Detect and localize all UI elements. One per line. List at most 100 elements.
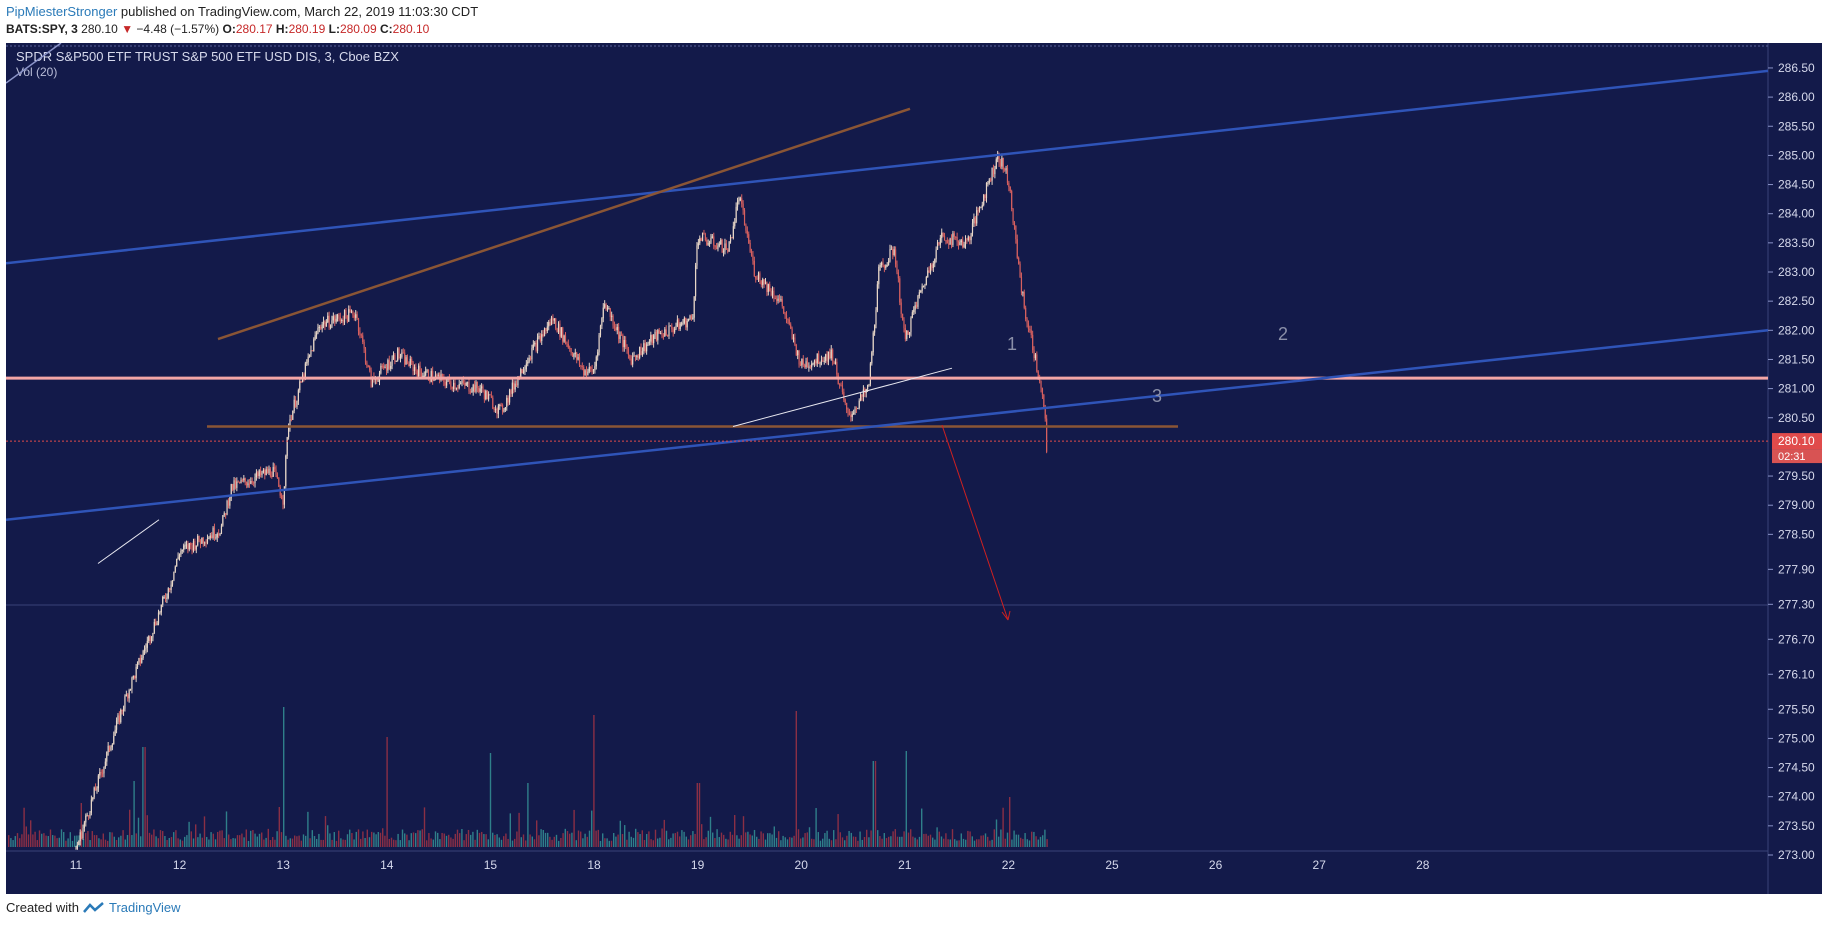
volume-bar bbox=[45, 835, 47, 847]
candle-body bbox=[432, 371, 434, 381]
candle-body bbox=[143, 649, 146, 651]
volume-bar bbox=[1011, 839, 1013, 847]
volume-bar bbox=[131, 835, 133, 847]
candle-body bbox=[254, 477, 256, 484]
candle-body bbox=[620, 334, 623, 336]
candle-body bbox=[920, 290, 922, 293]
volume-bar bbox=[602, 833, 604, 847]
volume-bar bbox=[1024, 833, 1026, 847]
time-axis-background bbox=[6, 851, 1768, 894]
candle-body bbox=[746, 230, 748, 235]
volume-bar bbox=[921, 808, 923, 847]
high-value: 280.19 bbox=[288, 22, 326, 36]
volume-bar bbox=[368, 837, 371, 847]
candle-body bbox=[164, 596, 167, 600]
volume-bar bbox=[261, 832, 263, 847]
candle-body bbox=[707, 243, 709, 245]
candle-body bbox=[797, 350, 799, 356]
volume-bar bbox=[569, 833, 571, 847]
down-arrow-icon: ▼ bbox=[121, 22, 134, 36]
candle-body bbox=[942, 232, 944, 236]
volume-bar bbox=[723, 834, 725, 847]
candle-body bbox=[122, 708, 125, 712]
volume-bar bbox=[465, 834, 467, 847]
candle-body bbox=[195, 545, 197, 550]
volume-bar bbox=[714, 838, 716, 847]
candle-body bbox=[629, 355, 631, 359]
volume-bar bbox=[582, 838, 584, 847]
volume-bar bbox=[881, 838, 883, 847]
candle-body bbox=[703, 232, 705, 235]
candle-body bbox=[113, 735, 115, 745]
time-tick-label: 20 bbox=[795, 858, 809, 872]
volume-bar bbox=[100, 839, 102, 847]
volume-bar bbox=[681, 830, 683, 847]
candle-body bbox=[522, 370, 525, 374]
author-link[interactable]: PipMiesterStronger bbox=[6, 4, 118, 19]
volume-bar bbox=[67, 838, 69, 847]
tradingview-link[interactable]: TradingView bbox=[108, 900, 181, 915]
volume-bar bbox=[179, 839, 181, 847]
volume-bar bbox=[60, 829, 63, 847]
chart-area[interactable]: SPDR S&P500 ETF TRUST S&P 500 ETF USD DI… bbox=[5, 42, 1822, 894]
candle-body bbox=[317, 327, 319, 334]
candle-body bbox=[776, 298, 778, 301]
countdown-badge bbox=[1772, 449, 1822, 464]
candle-body bbox=[669, 325, 672, 327]
candle-body bbox=[194, 540, 196, 550]
volume-bar bbox=[613, 832, 615, 847]
candle-body bbox=[395, 360, 397, 362]
candle-body bbox=[299, 381, 301, 391]
candle-body bbox=[415, 367, 417, 371]
volume-bar bbox=[496, 834, 498, 847]
candle-body bbox=[108, 745, 111, 751]
candle-body bbox=[383, 365, 385, 369]
candle-body bbox=[78, 841, 80, 845]
volume-bar bbox=[470, 834, 472, 847]
volume-bar bbox=[85, 833, 87, 847]
volume-bar bbox=[296, 836, 298, 847]
candle-body bbox=[795, 344, 797, 356]
candle-body bbox=[478, 387, 480, 392]
volume-bar bbox=[355, 831, 357, 847]
candle-body bbox=[739, 198, 741, 201]
candle-body bbox=[283, 486, 285, 505]
volume-bar bbox=[366, 829, 368, 847]
volume-bar bbox=[753, 829, 756, 847]
candle-body bbox=[111, 744, 113, 748]
close-label: C: bbox=[379, 22, 393, 36]
volume-bar bbox=[307, 811, 309, 847]
candle-body bbox=[987, 182, 989, 184]
candle-body bbox=[762, 279, 764, 286]
volume-bar bbox=[549, 836, 551, 847]
candle-body bbox=[742, 203, 744, 211]
volume-bar bbox=[954, 839, 956, 847]
volume-bar bbox=[516, 831, 518, 847]
volume-bar bbox=[151, 834, 153, 847]
candle-body bbox=[191, 545, 193, 551]
volume-bar bbox=[729, 831, 731, 847]
candle-body bbox=[92, 797, 94, 800]
candle-body bbox=[387, 360, 389, 371]
volume-bar bbox=[327, 825, 329, 847]
volume-bar bbox=[52, 835, 54, 847]
candle-body bbox=[706, 240, 708, 245]
volume-bar bbox=[780, 840, 782, 847]
volume-bar bbox=[153, 829, 155, 847]
volume-bar bbox=[599, 840, 602, 847]
candle-body bbox=[532, 344, 534, 349]
candle-body bbox=[634, 355, 637, 358]
candle-body bbox=[331, 320, 333, 327]
candle-body bbox=[1041, 388, 1044, 395]
volume-bar bbox=[89, 840, 91, 847]
candle-body bbox=[356, 314, 358, 319]
candle-body bbox=[784, 313, 786, 315]
price-chart[interactable]: SPDR S&P500 ETF TRUST S&P 500 ETF USD DI… bbox=[5, 42, 1822, 894]
volume-bar bbox=[456, 829, 459, 847]
candle-body bbox=[974, 217, 976, 224]
countdown-label: 02:31 bbox=[1778, 451, 1806, 463]
volume-bar bbox=[852, 836, 855, 847]
candle-body bbox=[469, 391, 472, 393]
volume-bar bbox=[791, 837, 793, 847]
candle-body bbox=[832, 349, 834, 361]
